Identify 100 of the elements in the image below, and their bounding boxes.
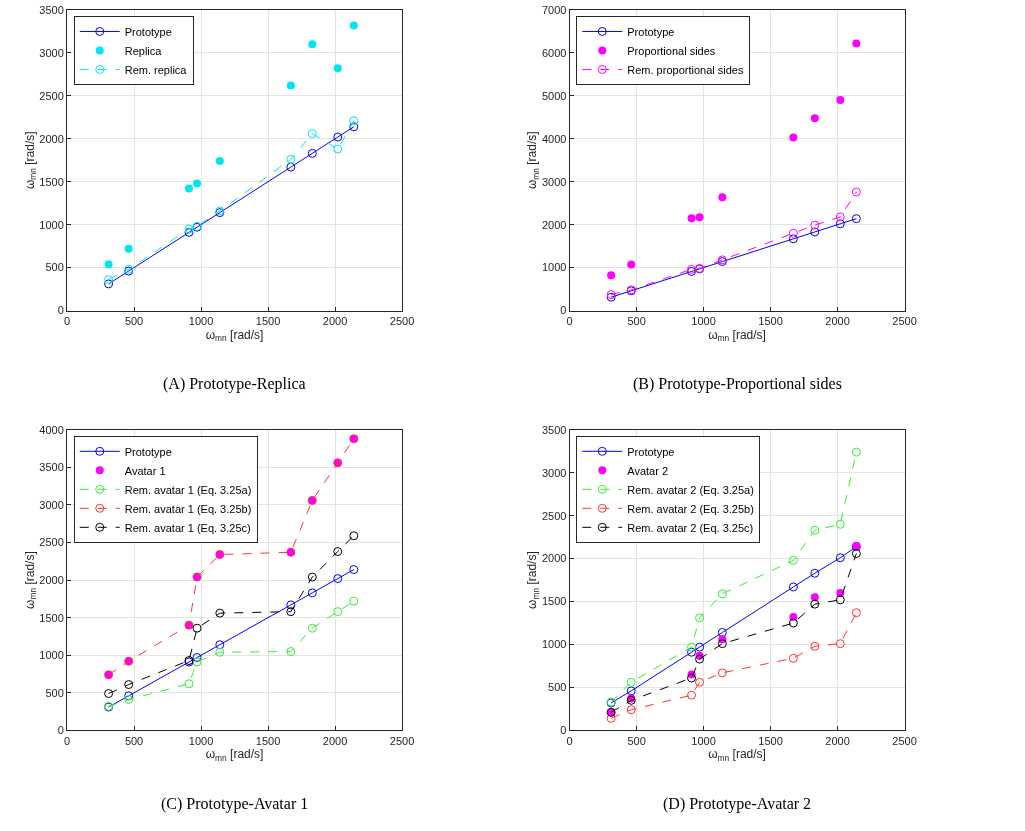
point — [308, 40, 317, 49]
point — [333, 64, 342, 73]
y-tick-label: 2000 — [39, 573, 64, 586]
y-tick-label: 4000 — [39, 423, 64, 436]
x-tick-label: 2500 — [892, 314, 917, 327]
legend-label: Rem. avatar 1 (Eq. 3.25c) — [124, 521, 251, 534]
y-tick-label: 1000 — [541, 638, 567, 651]
point — [349, 21, 358, 30]
point — [307, 588, 317, 598]
y-tick-label: 2000 — [541, 552, 567, 565]
point — [851, 187, 861, 197]
legend-label: Rem. proportional sides — [627, 63, 744, 76]
x-tick-label: 500 — [124, 734, 144, 747]
point — [717, 589, 727, 599]
y-tick-label: 1000 — [541, 261, 567, 274]
y-tick-label: 2500 — [39, 89, 64, 102]
point — [788, 234, 798, 244]
point — [835, 212, 845, 222]
x-tick-label: 1500 — [758, 734, 783, 747]
point — [286, 600, 296, 610]
text: (C) Prototype-Avatar 1 — [161, 795, 309, 813]
point — [810, 599, 820, 609]
x-tick-label: 1000 — [691, 734, 716, 747]
point — [193, 179, 202, 188]
point — [835, 519, 845, 529]
y-tick-label: 1000 — [39, 218, 64, 231]
y-tick-label: 3500 — [39, 461, 64, 474]
point — [192, 657, 202, 667]
point — [788, 618, 798, 628]
x-tick-label: 2500 — [892, 734, 917, 747]
point — [788, 555, 798, 565]
legend-label: Proportional sides — [627, 44, 716, 57]
point — [687, 642, 697, 652]
point — [810, 593, 819, 602]
x-axis-title: ω$_{mn}$ [rad/s] — [205, 327, 264, 344]
point — [851, 608, 861, 618]
point — [788, 228, 798, 238]
legend-label: Rem. avatar 1 (Eq. 3.25b) — [124, 502, 252, 515]
point — [695, 654, 705, 664]
point — [286, 154, 296, 164]
legend-label: Rem. avatar 2 (Eq. 3.25c) — [627, 521, 754, 534]
point — [333, 547, 343, 557]
x-tick-label: 2000 — [322, 734, 348, 747]
point — [851, 447, 861, 457]
point — [810, 220, 820, 230]
y-tick-label: 1500 — [39, 611, 64, 624]
legend-label: Rem. avatar 2 (Eq. 3.25a) — [627, 483, 754, 496]
point — [717, 639, 727, 649]
point — [307, 129, 317, 139]
legend-label: Rem. avatar 1 (Eq. 3.25a) — [124, 483, 252, 496]
point — [687, 214, 696, 223]
y-tick-label: 3000 — [541, 175, 567, 188]
legend-label: Prototype — [124, 25, 172, 38]
point — [718, 193, 727, 202]
point — [810, 568, 820, 578]
point — [192, 652, 202, 662]
x-tick-label: 2000 — [825, 734, 850, 747]
point — [215, 640, 225, 650]
x-tick-label: 1000 — [188, 734, 214, 747]
x-axis-title: ω$_{mn}$ [rad/s] — [708, 327, 766, 344]
point — [626, 705, 636, 715]
point — [626, 677, 636, 687]
text: (B) Prototype-Proportional sides — [633, 375, 842, 393]
point — [695, 213, 704, 222]
point — [810, 227, 820, 237]
x-tick-label: 1000 — [691, 314, 716, 327]
point — [215, 157, 224, 166]
point — [788, 653, 798, 663]
point — [717, 668, 727, 678]
point — [185, 184, 193, 193]
y-tick-label: 3500 — [39, 3, 64, 16]
point — [627, 260, 636, 269]
y-tick-label: 0 — [560, 304, 567, 317]
point — [810, 114, 819, 123]
point — [124, 691, 134, 701]
point — [124, 695, 134, 705]
legend-label: Prototype — [627, 445, 675, 458]
point — [104, 689, 114, 699]
point — [687, 690, 697, 700]
legend-label: Avatar 2 — [627, 464, 669, 477]
point — [835, 639, 845, 649]
point — [333, 574, 343, 584]
x-tick-label: 2500 — [389, 734, 415, 747]
x-tick-label: 2500 — [389, 314, 415, 327]
point — [695, 613, 705, 623]
point — [835, 219, 845, 229]
point — [717, 627, 727, 637]
point — [286, 646, 296, 656]
point — [607, 271, 616, 280]
y-tick-label: 500 — [45, 686, 64, 699]
text: (A) Prototype-Replica — [163, 375, 306, 393]
y-tick-label: 1000 — [39, 649, 64, 662]
legend-label: Rem. replica — [124, 63, 188, 76]
point — [687, 647, 697, 657]
y-tick-label: 6000 — [541, 46, 567, 59]
point — [333, 607, 343, 617]
x-tick-label: 500 — [627, 314, 646, 327]
point — [695, 677, 705, 687]
point — [124, 244, 133, 253]
legend-label: Avatar 1 — [124, 464, 166, 477]
